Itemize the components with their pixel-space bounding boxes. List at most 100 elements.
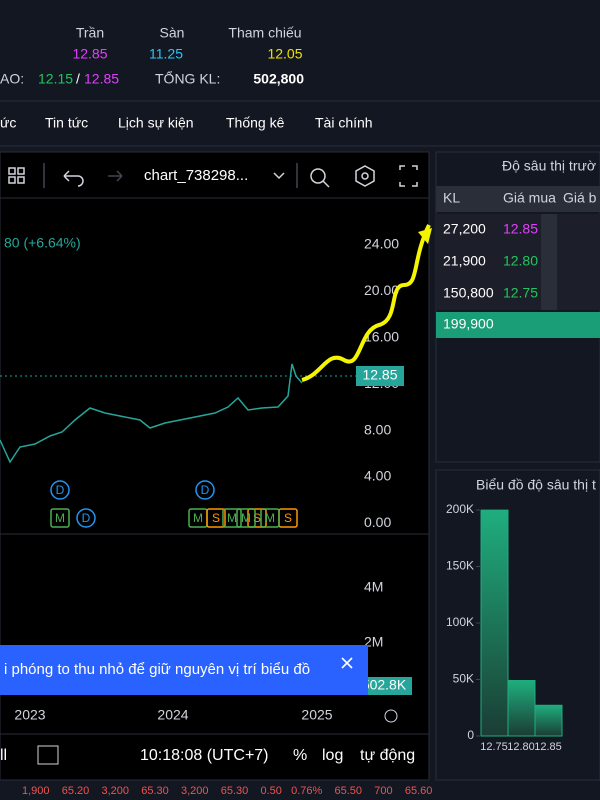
depth-bar	[480, 509, 509, 737]
event-label: D	[56, 483, 65, 497]
price-tick: 20.00	[364, 282, 399, 298]
y-tick-label: 150K	[446, 559, 474, 573]
tab[interactable]: ức	[0, 115, 16, 131]
price-tag	[356, 366, 404, 386]
y-tick-label: 100K	[446, 615, 474, 629]
event-marker	[260, 508, 280, 528]
range-label: AO:	[0, 71, 24, 87]
price-tick: 4.00	[364, 468, 391, 484]
volume-label: TỔNG KL:	[155, 70, 220, 87]
y-tick-label: 0	[467, 728, 474, 742]
event-label: M	[265, 511, 275, 525]
total-row	[436, 312, 600, 338]
event-marker	[222, 508, 242, 528]
price-tick: 16.00	[364, 329, 399, 345]
high-value: 12.85	[84, 71, 119, 87]
bid-price: 12.80	[503, 253, 538, 269]
last-price: 12.85	[362, 367, 397, 383]
price-cell	[541, 214, 557, 246]
tab[interactable]: Tài chính	[315, 115, 373, 131]
y-tick-label: 50K	[453, 672, 474, 686]
event-label: S	[284, 511, 292, 525]
depth-title: Biểu đồ độ sâu thị t	[476, 477, 596, 493]
event-label: M	[193, 511, 203, 525]
year-label: 2024	[157, 707, 188, 723]
range-button[interactable]: ll	[0, 747, 7, 764]
order-book-rows: 27,200 12.85 21,900 12.80 150,800 12.75	[436, 214, 600, 310]
chart-name[interactable]: chart_738298...	[144, 167, 248, 184]
ticker: 1,900 65.20 3,200 65.30 3,200 65.30 0.50…	[22, 785, 432, 797]
x-tick-label: 12.75	[480, 741, 508, 753]
year-label: 2025	[301, 707, 332, 723]
column-header: Giá mua	[503, 190, 556, 206]
volume-value: 502,800	[253, 71, 304, 87]
tab[interactable]: Thống kê	[226, 115, 285, 131]
price-tick: 0.00	[364, 514, 391, 530]
event-marker	[195, 480, 215, 500]
tab[interactable]: Lịch sự kiện	[118, 115, 194, 131]
bid-price: 12.85	[503, 221, 538, 237]
events: DMDDMSMSMSMS	[50, 480, 298, 528]
row-bg	[436, 246, 600, 278]
price-cell	[541, 246, 557, 278]
event-label: D	[201, 483, 210, 497]
price-tick: 8.00	[364, 421, 391, 437]
arrow-head	[418, 228, 432, 244]
bid-volume: 27,200	[443, 221, 486, 237]
event-label: M	[55, 511, 65, 525]
auto-button[interactable]: tự động	[360, 747, 415, 764]
ceil-label: Trần	[76, 25, 104, 41]
annotation-arrow	[301, 224, 431, 382]
bid-price: 12.75	[503, 285, 538, 301]
calendar-icon[interactable]	[37, 745, 59, 765]
price-line	[0, 363, 303, 464]
price-tick: 24.00	[364, 236, 399, 252]
separator: /	[76, 71, 80, 87]
event-label: S	[253, 511, 261, 525]
depth-bar	[507, 680, 536, 737]
event-marker	[76, 508, 96, 528]
toolbar-icons[interactable]	[8, 163, 418, 188]
column-header: Giá b	[563, 190, 597, 206]
toast	[0, 645, 368, 695]
volume-tick: 2M	[364, 634, 383, 650]
x-tick-label: 12.85	[534, 741, 562, 753]
depth-bar	[534, 704, 563, 737]
price-cell	[541, 278, 557, 310]
depth-chart: 200K 150K 100K 50K 0 12.75 12.80 12.85	[446, 502, 563, 753]
x-tick-label: 12.80	[507, 741, 535, 753]
event-marker	[206, 508, 226, 528]
clock: 10:18:08 (UTC+7)	[140, 747, 269, 764]
percent-button[interactable]: %	[293, 747, 307, 764]
bid-volume: 150,800	[443, 285, 494, 301]
ref-label: Tham chiếu	[228, 25, 301, 41]
floor-value: 11.25	[149, 46, 183, 62]
order-book-header	[436, 186, 600, 212]
toast-close[interactable]	[341, 657, 353, 669]
volume-tick: 4M	[364, 579, 383, 595]
column-header: KL	[443, 190, 460, 206]
row-bg	[436, 214, 600, 246]
volume-tag	[356, 677, 412, 695]
settings-icon[interactable]	[384, 709, 398, 723]
row-bg	[436, 278, 600, 310]
last-volume: 502.8K	[362, 677, 407, 693]
event-marker	[247, 508, 267, 528]
tab[interactable]: Tin tức	[45, 115, 88, 131]
total-volume: 199,900	[443, 316, 494, 332]
price-change: 80 (+6.64%)	[4, 235, 81, 251]
ceil-value: 12.85	[72, 46, 107, 62]
floor-label: Sàn	[160, 25, 185, 41]
ref-value: 12.05	[267, 46, 302, 62]
toast-text: i phóng to thu nhỏ để giữ nguyên vị trí …	[4, 661, 310, 678]
order-book-title: Độ sâu thị trườ	[502, 158, 596, 174]
event-label: S	[212, 511, 220, 525]
event-label: M	[227, 511, 237, 525]
y-tick-label: 200K	[446, 502, 474, 516]
log-button[interactable]: log	[322, 747, 343, 764]
event-marker	[50, 508, 70, 528]
year-label: 2023	[14, 707, 45, 723]
event-marker	[236, 508, 256, 528]
